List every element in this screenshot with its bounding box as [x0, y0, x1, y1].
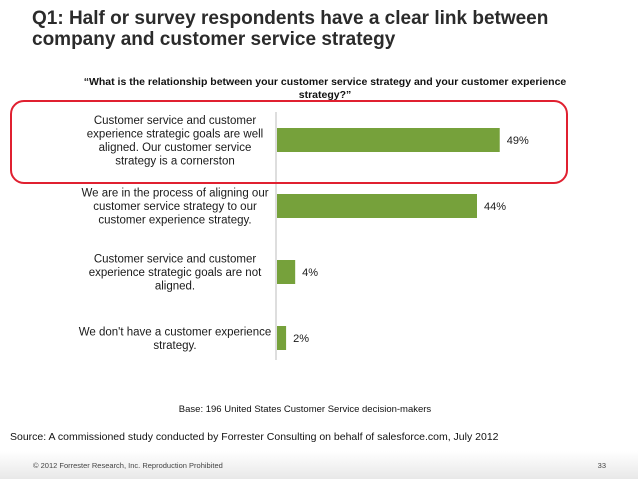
value-label-3: 4% [302, 267, 318, 279]
base-note: Base: 196 United States Customer Service… [178, 404, 432, 415]
value-label-4: 2% [293, 333, 309, 345]
source-note: Source: A commissioned study conducted b… [10, 431, 499, 443]
value-label-1: 49% [507, 135, 529, 147]
highlight-box [10, 100, 568, 184]
category-label-2: We are in the process of aligning our cus… [81, 188, 268, 227]
value-label-2: 44% [484, 201, 506, 213]
bar-2 [277, 194, 477, 218]
bar-chart: 49% Customer service and customer experien… [79, 112, 529, 360]
survey-question: “What is the relationship between your c… [83, 76, 567, 101]
category-label-3: Customer service and customer experience … [89, 254, 262, 293]
bar-4 [277, 326, 287, 350]
bar-1 [277, 128, 500, 152]
category-label-4: We don't have a customer experience strat… [79, 326, 271, 352]
category-label-1: Customer service and customer experience … [87, 115, 263, 168]
page-number: 33 [597, 461, 606, 470]
slide-title: Q1: Half or survey respondents have a cl… [32, 8, 549, 50]
copyright-text: © 2012 Forrester Research, Inc. Reproduc… [33, 461, 223, 470]
footer-bar: © 2012 Forrester Research, Inc. Reproduc… [0, 451, 638, 479]
bar-3 [277, 260, 296, 284]
